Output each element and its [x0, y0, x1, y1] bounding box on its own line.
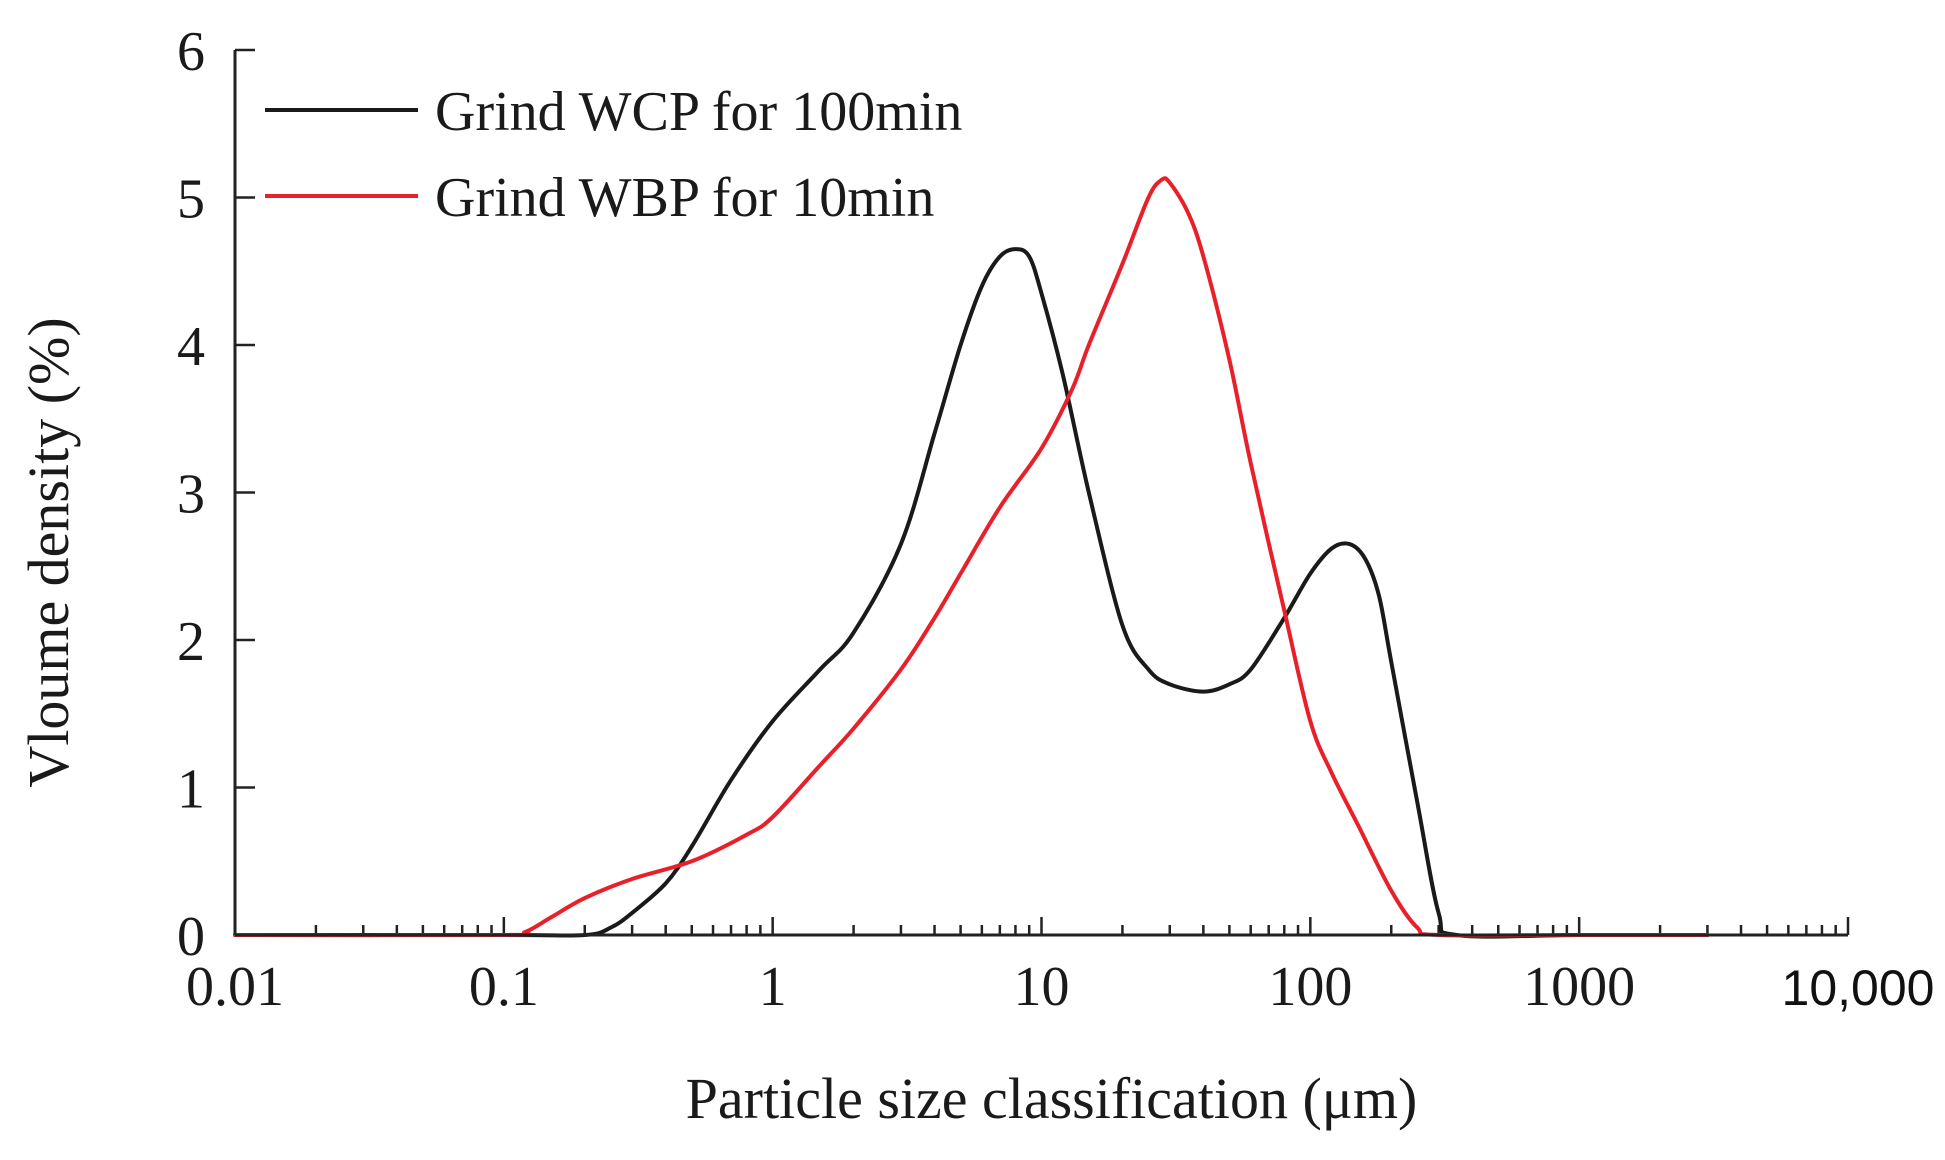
x-axis-ticks: 0.01 0.1 1 10 100 1000 10,000 [186, 917, 1934, 1018]
y-axis-ticks: 0 1 2 3 4 5 6 [177, 21, 255, 968]
y-tick-label: 4 [177, 316, 205, 378]
x-tick-label: 0.01 [186, 956, 284, 1018]
x-tick-label: 100 [1268, 956, 1352, 1018]
y-tick-label: 3 [177, 464, 205, 526]
series-line-wcp [233, 247, 1710, 939]
legend-label: Grind WCP for 100min [435, 81, 962, 143]
x-tick-label: 1 [759, 956, 787, 1018]
y-tick-label: 5 [177, 169, 205, 231]
legend: Grind WCP for 100min Grind WBP for 10min [265, 81, 962, 229]
x-tick-label: 10,000 [1782, 960, 1935, 1016]
y-tick-label: 2 [177, 611, 205, 673]
x-tick-label: 1000 [1523, 956, 1635, 1018]
series-line-wbp [233, 176, 1710, 938]
series-lines [233, 176, 1710, 939]
x-tick-label: 10 [1014, 956, 1070, 1018]
x-axis-title: Particle size classification (μm) [686, 1066, 1418, 1131]
y-tick-label: 6 [177, 21, 205, 83]
y-tick-label: 0 [177, 906, 205, 968]
legend-label: Grind WBP for 10min [435, 167, 934, 229]
y-axis-title: Vloume density (%) [16, 317, 81, 787]
y-tick-label: 1 [177, 759, 205, 821]
x-tick-label: 0.1 [469, 956, 539, 1018]
